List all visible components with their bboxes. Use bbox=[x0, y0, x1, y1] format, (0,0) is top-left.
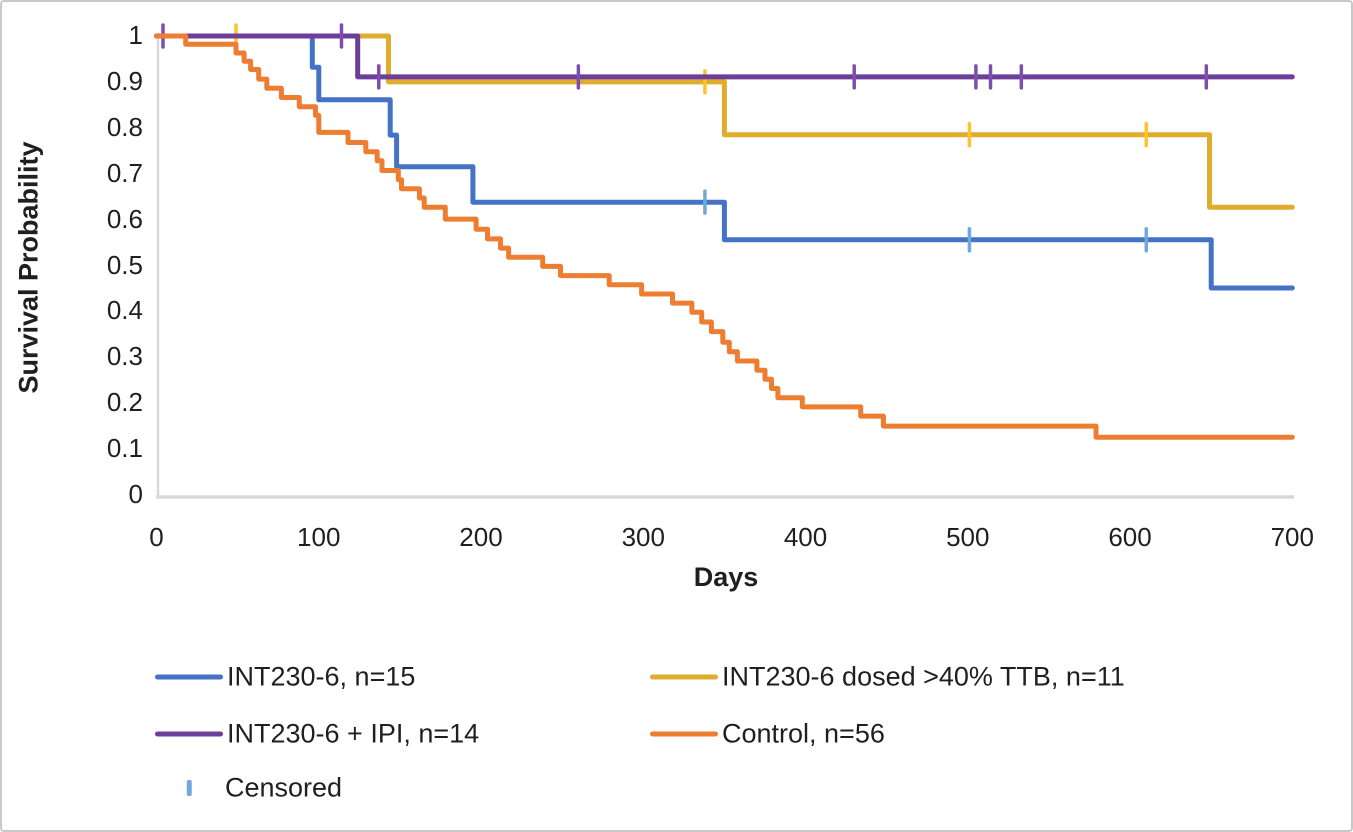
legend-label: INT230-6 + IPI, n=14 bbox=[227, 718, 480, 749]
y-tick-label: 0 bbox=[128, 478, 143, 509]
y-tick-label: 0.5 bbox=[106, 249, 143, 280]
legend-item-int230-6: INT230-6, n=15 bbox=[155, 662, 415, 693]
legend-label: INT230-6 dosed >40% TTB, n=11 bbox=[722, 661, 1125, 692]
km-curve-int230-6-ipi bbox=[154, 33, 1295, 80]
legend-line-swatch bbox=[155, 731, 223, 737]
legend-label: Control, n=56 bbox=[722, 718, 885, 749]
y-tick-label: 1 bbox=[128, 19, 143, 50]
legend-item-int230-6-ipi: INT230-6 + IPI, n=14 bbox=[155, 719, 479, 750]
y-tick-label: 0.4 bbox=[106, 295, 143, 326]
x-tick-label: 700 bbox=[1270, 522, 1314, 552]
legend-line-swatch bbox=[155, 674, 223, 680]
y-tick-label: 0.1 bbox=[106, 432, 143, 463]
x-tick-label: 500 bbox=[946, 522, 990, 552]
x-tick-label: 100 bbox=[297, 522, 341, 552]
x-tick-label: 0 bbox=[149, 522, 164, 552]
km-curve-int230-6 bbox=[154, 33, 1295, 291]
y-tick-label: 0.2 bbox=[106, 387, 143, 418]
km-curve-control bbox=[154, 33, 1295, 440]
censored-legend-label: Censored bbox=[225, 772, 343, 803]
censored-legend-tick bbox=[186, 780, 192, 796]
x-axis-title: Days bbox=[693, 562, 759, 592]
legend-label: INT230-6, n=15 bbox=[227, 661, 416, 692]
x-tick-label: 300 bbox=[621, 522, 665, 552]
x-tick-label: 400 bbox=[783, 522, 828, 552]
y-tick-label: 0.8 bbox=[106, 111, 143, 142]
legend-item-int230-6-dosed-40-ttb: INT230-6 dosed >40% TTB, n=11 bbox=[650, 662, 1125, 693]
km-curve-int230-6-dosed-40-ttb bbox=[154, 33, 1295, 210]
x-tick-label: 200 bbox=[459, 522, 503, 552]
y-tick-label: 0.6 bbox=[106, 203, 143, 234]
legend-line-swatch bbox=[650, 674, 718, 680]
y-tick-label: 0.3 bbox=[106, 341, 143, 372]
legend-line-swatch bbox=[650, 731, 718, 737]
y-tick-label: 0.9 bbox=[106, 65, 143, 96]
legend-item-control: Control, n=56 bbox=[650, 719, 885, 750]
x-tick-label: 600 bbox=[1108, 522, 1152, 552]
y-tick-label: 0.7 bbox=[106, 157, 143, 188]
